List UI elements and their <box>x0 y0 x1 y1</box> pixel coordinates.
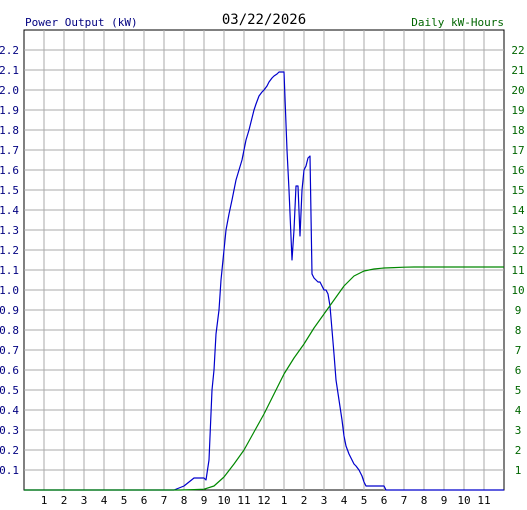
x-tick-label: 11 <box>237 494 250 507</box>
x-tick-label: 1 <box>281 494 288 507</box>
x-tick-label: 5 <box>121 494 128 507</box>
left-tick-label: 2.2 <box>0 44 19 57</box>
left-tick-label: 1.1 <box>0 264 19 277</box>
right-tick-label: 9 <box>515 304 522 317</box>
left-tick-label: 0.6 <box>0 364 19 377</box>
left-tick-label: 1.3 <box>0 224 19 237</box>
right-tick-label: 20 <box>511 84 524 97</box>
x-tick-label: 2 <box>301 494 308 507</box>
x-tick-label: 6 <box>381 494 388 507</box>
series-layer <box>24 71 504 491</box>
daily-kwh-line <box>24 266 504 491</box>
left-tick-label: 2.0 <box>0 84 19 97</box>
x-tick-label: 11 <box>477 494 490 507</box>
right-tick-label: 3 <box>515 424 522 437</box>
x-tick-label: 5 <box>361 494 368 507</box>
right-tick-label: 8 <box>515 324 522 337</box>
right-tick-label: 10 <box>511 284 524 297</box>
left-tick-label: 0.1 <box>0 464 19 477</box>
left-tick-label: 1.7 <box>0 144 19 157</box>
right-tick-label: 21 <box>511 64 524 77</box>
right-tick-label: 14 <box>511 204 525 217</box>
left-tick-label: 1.9 <box>0 104 19 117</box>
right-tick-label: 6 <box>515 364 522 377</box>
left-tick-label: 0.8 <box>0 324 19 337</box>
right-tick-label: 13 <box>511 224 524 237</box>
x-axis-ticks: 1 2 3 4 5 6 7 8 9 10 11 12 1 2 3 4 5 6 7 8 9 10 11 <box>41 494 491 507</box>
left-tick-label: 0.5 <box>0 384 19 397</box>
x-tick-label: 9 <box>441 494 448 507</box>
left-tick-label: 0.2 <box>0 444 19 457</box>
x-tick-label: 8 <box>181 494 188 507</box>
right-tick-label: 17 <box>511 144 524 157</box>
x-tick-label: 10 <box>217 494 230 507</box>
x-tick-label: 9 <box>201 494 208 507</box>
x-tick-label: 7 <box>401 494 408 507</box>
right-tick-label: 18 <box>511 124 524 137</box>
x-tick-label: 6 <box>141 494 148 507</box>
right-tick-label: 16 <box>511 164 524 177</box>
right-tick-label: 4 <box>515 404 522 417</box>
right-tick-label: 15 <box>511 184 524 197</box>
right-tick-label: 11 <box>511 264 524 277</box>
right-tick-label: 19 <box>511 104 524 117</box>
left-tick-label: 1.5 <box>0 184 19 197</box>
power-output-line <box>24 71 504 491</box>
x-tick-label: 4 <box>101 494 108 507</box>
right-tick-label: 2 <box>515 444 522 457</box>
right-tick-label: 1 <box>515 464 522 477</box>
left-axis-title: Power Output (kW) <box>25 16 138 29</box>
x-tick-label: 3 <box>321 494 328 507</box>
right-axis-title: Daily kW-Hours <box>411 16 504 29</box>
right-tick-label: 12 <box>511 244 524 257</box>
left-tick-label: 0.3 <box>0 424 19 437</box>
left-tick-label: 0.7 <box>0 344 19 357</box>
left-tick-label: 0.4 <box>0 404 19 417</box>
left-tick-label: 1.0 <box>0 284 19 297</box>
left-tick-label: 1.8 <box>0 124 19 137</box>
right-tick-label: 5 <box>515 384 522 397</box>
chart-title: 03/22/2026 <box>222 12 306 28</box>
x-tick-label: 4 <box>341 494 348 507</box>
x-tick-label: 8 <box>421 494 428 507</box>
left-tick-label: 1.4 <box>0 204 19 217</box>
x-tick-label: 7 <box>161 494 168 507</box>
x-tick-label: 3 <box>81 494 88 507</box>
x-tick-label: 10 <box>457 494 470 507</box>
left-tick-label: 0.9 <box>0 304 19 317</box>
left-tick-label: 1.6 <box>0 164 19 177</box>
x-tick-label: 1 <box>41 494 48 507</box>
left-tick-label: 1.2 <box>0 244 19 257</box>
x-tick-label: 2 <box>61 494 68 507</box>
right-tick-label: 7 <box>515 344 522 357</box>
x-tick-label: 12 <box>257 494 270 507</box>
right-tick-label: 22 <box>511 44 524 57</box>
left-tick-label: 2.1 <box>0 64 19 77</box>
left-axis-ticks: 0.1 0.2 0.3 0.4 0.5 0.6 0.7 0.8 0.9 1.0 1.1 1.2 1.3 1… <box>0 44 19 477</box>
